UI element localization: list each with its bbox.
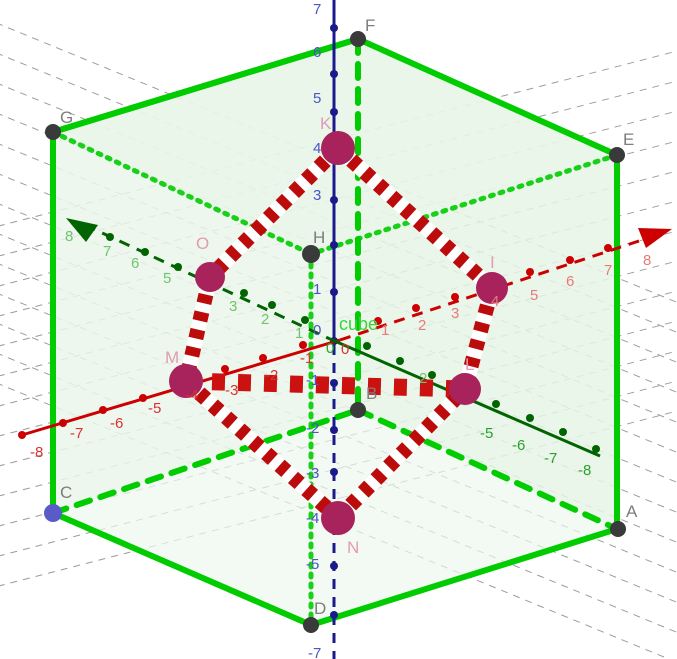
z-axis — [330, 0, 338, 659]
cube-vertices[interactable] — [44, 31, 626, 633]
cube-top-back-edges — [50, 129, 620, 628]
point-k — [321, 131, 355, 165]
cube-edges — [50, 36, 620, 628]
hexagon-segments — [178, 142, 500, 524]
point-o — [195, 262, 225, 292]
vertex-h — [302, 245, 320, 263]
point-m — [169, 364, 203, 398]
vertex-d — [303, 617, 319, 633]
vertex-e — [609, 147, 625, 163]
vertex-g — [45, 124, 61, 140]
vertex-c — [44, 504, 62, 522]
point-l — [449, 373, 481, 405]
cube-hidden-edges — [50, 36, 620, 532]
vertex-b — [350, 402, 366, 418]
point-n — [321, 501, 355, 535]
point-i — [476, 272, 508, 304]
vertex-a — [610, 521, 626, 537]
vertex-f — [350, 31, 366, 47]
axis-points[interactable] — [169, 131, 508, 535]
